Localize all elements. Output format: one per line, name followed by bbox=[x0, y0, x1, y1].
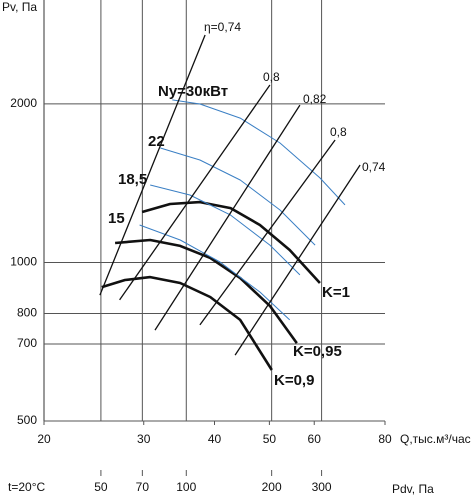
y-tick-label: 800 bbox=[17, 306, 37, 320]
x2-tick-label: 70 bbox=[136, 480, 150, 494]
curve bbox=[99, 34, 206, 296]
x2-tick-label: 300 bbox=[312, 480, 332, 494]
curve-label: 18,5 bbox=[118, 171, 147, 188]
x2-note: t=20°C bbox=[8, 480, 45, 494]
x2-tick-label: 100 bbox=[176, 480, 196, 494]
x2-tick-label: 50 bbox=[94, 480, 108, 494]
x-axis-label: Q,тыс.м³/час bbox=[400, 432, 471, 446]
x-tick-label: 60 bbox=[308, 432, 322, 446]
x2-tick-label: 200 bbox=[262, 480, 282, 494]
curve-label: Nу=30кВт bbox=[158, 83, 228, 100]
curve-label: 0,74 bbox=[362, 160, 386, 174]
curve bbox=[119, 84, 271, 301]
curve bbox=[154, 104, 301, 331]
curve bbox=[160, 147, 316, 246]
x-tick-label: 80 bbox=[378, 432, 392, 446]
curve bbox=[150, 184, 301, 276]
curve-label: 0,8 bbox=[330, 125, 347, 139]
curve-label: K=0,9 bbox=[274, 372, 314, 389]
curve-label: K=0,95 bbox=[293, 343, 342, 360]
curve-label: 0,82 bbox=[303, 92, 327, 106]
x-tick-label: 20 bbox=[37, 432, 51, 446]
curve-label: η=0,74 bbox=[204, 20, 241, 34]
y-tick-label: 500 bbox=[17, 413, 37, 427]
x2-axis-label: Pdv, Па bbox=[392, 482, 434, 496]
x-tick-label: 40 bbox=[208, 432, 222, 446]
y-tick-label: 700 bbox=[17, 336, 37, 350]
y-axis-label: Pv, Па bbox=[2, 0, 37, 14]
curve-label: K=1 bbox=[322, 284, 350, 301]
x-tick-label: 30 bbox=[137, 432, 151, 446]
curve bbox=[172, 99, 346, 206]
x-tick-label: 50 bbox=[263, 432, 277, 446]
curve bbox=[199, 139, 336, 326]
curve-label: 15 bbox=[108, 210, 125, 227]
y-tick-label: 1000 bbox=[10, 255, 37, 269]
curve bbox=[114, 238, 298, 344]
curve bbox=[234, 164, 361, 356]
curve-label: 0,8 bbox=[263, 70, 280, 84]
curve bbox=[141, 200, 321, 284]
curve bbox=[101, 275, 273, 371]
y-tick-label: 2000 bbox=[10, 96, 37, 110]
